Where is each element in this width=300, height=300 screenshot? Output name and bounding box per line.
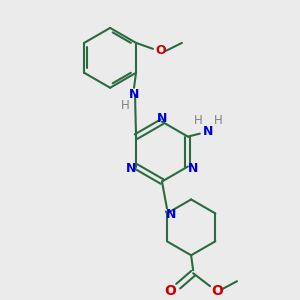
Text: N: N <box>126 162 136 175</box>
Text: N: N <box>157 112 167 125</box>
Text: O: O <box>211 284 223 298</box>
Text: N: N <box>202 125 213 138</box>
Text: N: N <box>188 162 198 175</box>
Text: O: O <box>164 284 176 298</box>
Text: H: H <box>194 114 202 127</box>
Text: H: H <box>121 99 129 112</box>
Text: O: O <box>156 44 166 57</box>
Text: N: N <box>166 208 176 221</box>
Text: N: N <box>129 88 139 101</box>
Text: H: H <box>213 114 222 127</box>
